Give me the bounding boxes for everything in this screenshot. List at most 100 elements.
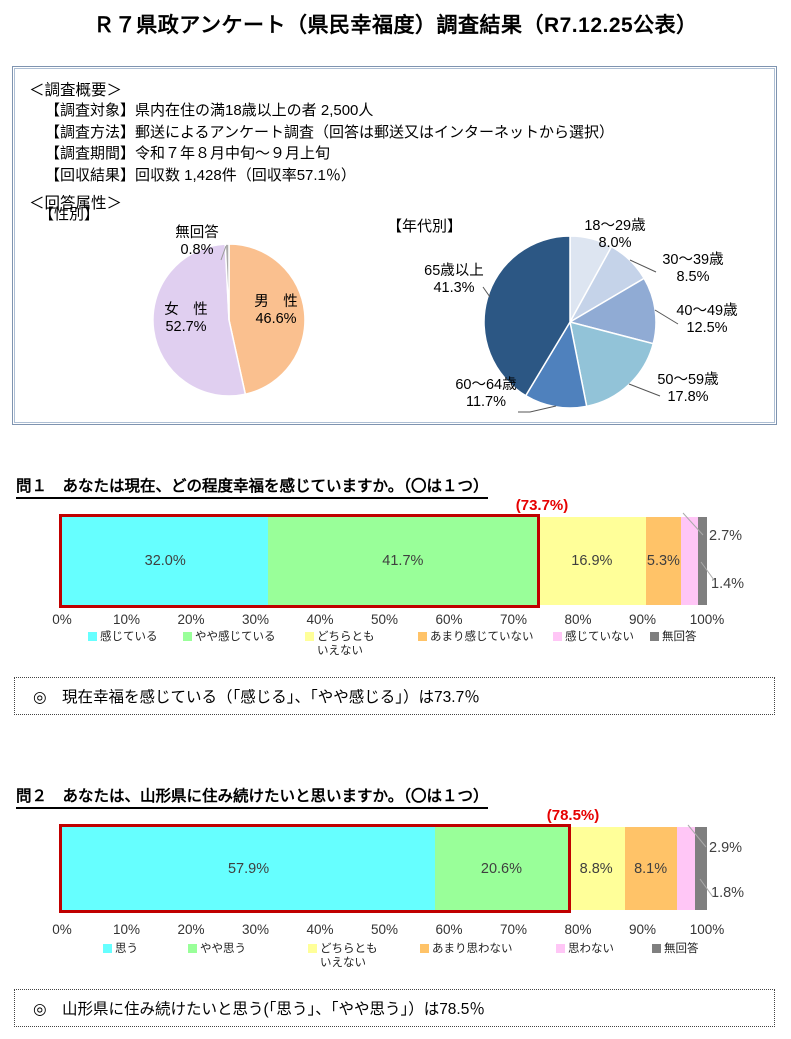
age-pie-chart: 18～29歳 8.0% 30～39歳 8.5% 40～49歳 12.5% 50～59歳… [380, 210, 780, 425]
q2-bar-axis-tick-3: 30% [241, 922, 270, 937]
q2-bar-legend-item-1: やや思う [188, 943, 246, 957]
q2-bar-axis-tick-8: 80% [564, 922, 592, 937]
question1-note-box: ◎ 現在幸福を感じている（「感じる」、「やや感じる」）は73.7％ [14, 677, 775, 715]
question2-note-text: ◎ 山形県に住み続けたいと思う(「思う」、「やや思う」）は78.5％ [33, 1001, 485, 1018]
q1-bar-legend-label-3: あまり感じていない [430, 631, 534, 643]
q1-bar-legend-label-1: やや感じている [195, 631, 276, 643]
age-pie-leader-3 [518, 405, 557, 413]
gender-pie-slice-2 [224, 243, 230, 321]
q1-bar-legend-swatch-4 [553, 632, 562, 641]
q1-bar-legend-swatch-1 [183, 632, 192, 641]
q2-bar-legend-swatch-5 [652, 944, 661, 953]
age-pie-leader-2 [628, 383, 661, 397]
q1-bar-axis-tick-8: 80% [564, 612, 592, 627]
q1-bar-strip: 32.0% 41.7% 16.9% 5.3% [62, 517, 707, 605]
q2-bar-legend-item-3: あまり思わない [420, 943, 513, 957]
q2-bar-segment-value-1: 20.6% [480, 860, 522, 877]
q2-bar-legend-swatch-4 [556, 944, 565, 953]
q2-bar-axis-tick-1: 10% [112, 922, 141, 937]
q1-bar-legend-label-2: どちらとも いえない [317, 631, 375, 657]
gender-pie-slice-1 [152, 243, 247, 397]
q2-bar-outside-value-1: 1.8% [711, 885, 745, 901]
gender-pie-label-0: 男 性 46.6% [254, 294, 298, 327]
survey-period-line: 【調査期間】令和７年８月中旬～９月上旬 [45, 145, 331, 162]
gender-pie-label-1: 女 性 52.7% [164, 302, 208, 335]
question2-section: 問２ あなたは、山形県に住み続けたいと思いますか。（〇は１つ） (78.5%) … [0, 780, 791, 992]
gender-pie-chart: 男 性 46.6% 女 性 52.7% 無回答 0.8% [100, 220, 360, 425]
gender-pie-leader-0 [220, 245, 227, 261]
q2-bar-legend-swatch-2 [308, 944, 317, 953]
overview-box: ＜調査概要＞ 【調査対象】県内在住の満18歳以上の者 2,500人 【調査方法】… [12, 66, 777, 425]
q2-bar-axis-tick-9: 90% [628, 922, 657, 937]
age-pie-svg [482, 235, 679, 413]
q1-bar-legend-swatch-2 [305, 632, 314, 641]
q2-bar-strip: 57.9% 20.6% 8.8% 8.1% [62, 827, 707, 910]
q2-bar-legend-item-4: 思わない [556, 943, 614, 957]
q1-bar-segment-value-1: 41.7% [382, 553, 424, 569]
q2-bar-legend-item-5: 無回答 [652, 943, 699, 957]
question1-note-text: ◎ 現在幸福を感じている（「感じる」、「やや感じる」）は73.7％ [33, 689, 480, 706]
q1-bar-outside-value-1: 1.4% [711, 576, 745, 592]
q1-bar-segment-2: 16.9% [537, 517, 647, 605]
q1-bar-axis-tick-4: 40% [306, 612, 334, 627]
survey-target-line: 【調査対象】県内在住の満18歳以上の者 2,500人 [45, 102, 374, 119]
q1-bar-axis-tick-10: 100% [689, 612, 725, 627]
q1-bar-legend-item-5: 無回答 [650, 631, 697, 645]
q2-bar-segment-0: 57.9% [62, 827, 436, 910]
q2-bar-segment-3: 8.1% [624, 827, 677, 910]
age-pie-label-4: 60～64歳 11.7% [455, 377, 517, 410]
q1-bar-axis-tick-0: 0% [52, 612, 72, 627]
q1-bar-axis-tick-1: 10% [112, 612, 141, 627]
q2-bar-legend-label-0: 思う [115, 943, 138, 955]
age-pie-leader-1 [654, 309, 679, 325]
question2-title: 問２ あなたは、山形県に住み続けたいと思いますか。（〇は１つ） [16, 784, 489, 809]
age-pie-label-2: 40～49歳 12.5% [676, 303, 738, 336]
q1-bar-segment-0: 32.0% [62, 517, 269, 605]
survey-method-line: 【調査方法】郵送によるアンケート調査（回答は郵送又はインターネットから選択） [45, 123, 614, 141]
question1-group-total-label: (73.7%) [515, 497, 569, 514]
age-pie-label-0: 18～29歳 8.0% [584, 218, 646, 251]
gender-chart-label: 【性別】 [39, 206, 100, 223]
gender-pie-svg [152, 243, 306, 397]
q1-bar-legend-swatch-0 [88, 632, 97, 641]
q2-bar-outside-value-0: 2.9% [709, 840, 743, 856]
q1-bar-segment-3: 5.3% [646, 517, 681, 605]
q2-bar-axis-tick-2: 20% [177, 922, 205, 937]
q1-bar-segment-value-0: 32.0% [144, 553, 186, 569]
q2-bar-segment-value-3: 8.1% [634, 860, 668, 877]
q1-bar-segment-1: 41.7% [268, 517, 538, 605]
question1-title: 問１ あなたは現在、どの程度幸福を感じていますか。（〇は１つ） [16, 474, 489, 499]
q2-bar-axis-tick-4: 40% [306, 922, 334, 937]
q1-bar-legend-label-5: 無回答 [662, 631, 697, 643]
q2-bar-segment-1: 20.6% [435, 827, 568, 910]
q1-bar-legend-label-0: 感じている [100, 631, 158, 643]
q2-bar-legend-swatch-0 [103, 944, 112, 953]
age-pie-leader-0 [629, 259, 657, 273]
q1-bar-legend-item-2: どちらとも いえない [305, 631, 375, 658]
q2-bar-axis-tick-0: 0% [52, 922, 72, 937]
q2-bar-axis-tick-7: 70% [499, 922, 528, 937]
age-pie-label-5: 65歳以上 41.3% [424, 263, 484, 296]
q2-bar-segment-5 [695, 827, 707, 910]
q2-bar-legend-label-5: 無回答 [664, 943, 699, 955]
q1-bar-legend-item-1: やや感じている [183, 631, 276, 645]
q2-bar-axis-tick-10: 100% [689, 922, 725, 937]
gender-pie-slice-0 [228, 243, 306, 396]
q1-bar-segment-value-3: 5.3% [646, 553, 680, 569]
q2-bar-legend-label-3: あまり思わない [432, 943, 513, 955]
q1-bar-segment-value-2: 16.9% [571, 553, 613, 569]
q1-bar-legend-swatch-5 [650, 632, 659, 641]
q1-bar-axis-tick-6: 60% [435, 612, 463, 627]
q2-bar-segment-value-0: 57.9% [227, 860, 270, 877]
age-chart-label: 【年代別】 [387, 218, 463, 235]
question2-group-total-label: (78.5%) [546, 807, 600, 824]
q2-bar-segment-value-2: 8.8% [579, 860, 613, 877]
q2-bar-axis-tick-5: 50% [370, 922, 399, 937]
q1-bar-legend-swatch-3 [418, 632, 427, 641]
question2-note-box: ◎ 山形県に住み続けたいと思う(「思う」、「やや思う」）は78.5％ [14, 989, 775, 1027]
age-pie-slice-5 [483, 235, 571, 397]
respondent-attributes-heading: ＜回答属性＞ [29, 195, 123, 212]
q1-bar-legend-item-4: 感じていない [553, 631, 634, 645]
age-pie-label-1: 30～39歳 8.5% [662, 252, 724, 285]
q1-bar-segment-5 [697, 517, 707, 605]
